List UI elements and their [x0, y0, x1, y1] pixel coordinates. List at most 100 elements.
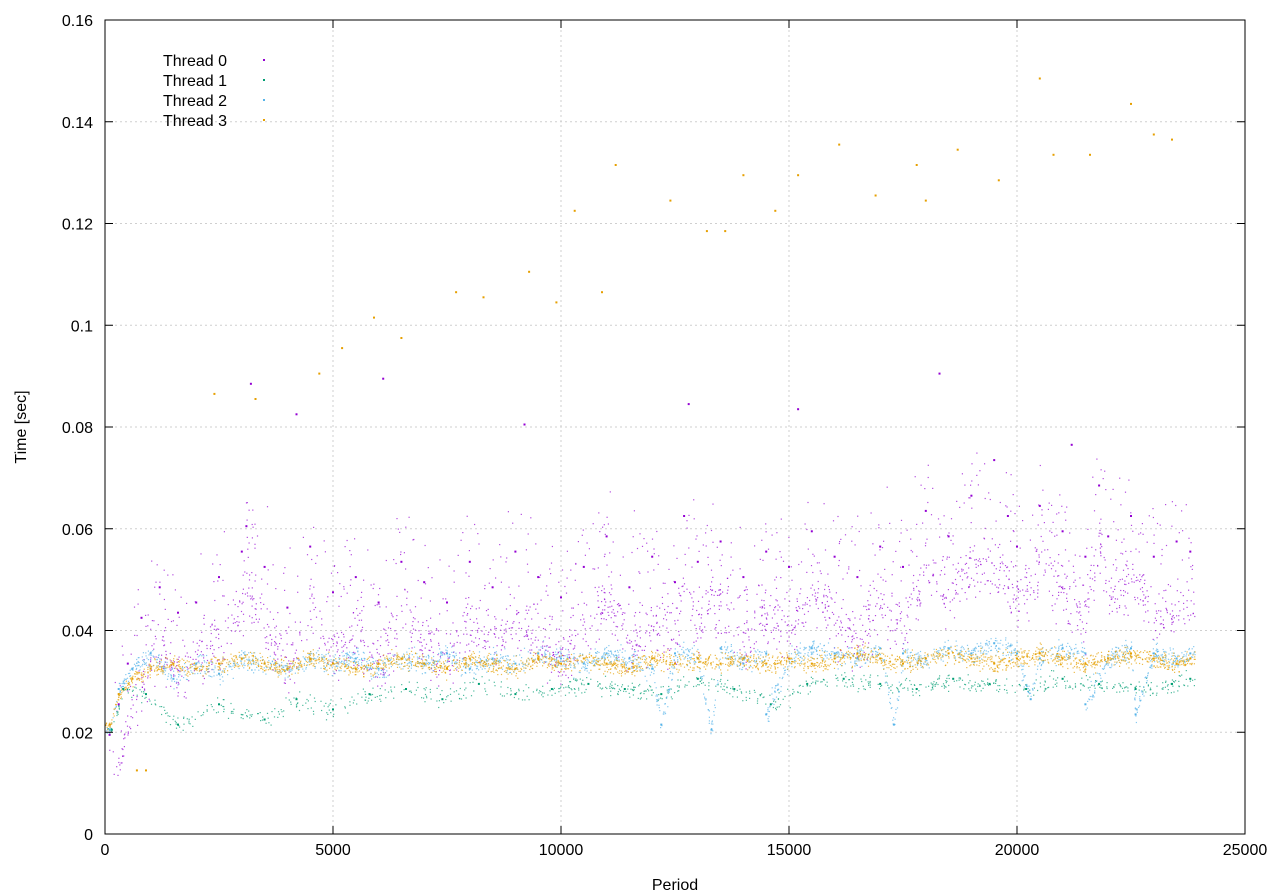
cloud-point [677, 660, 679, 662]
cloud-point [851, 667, 853, 669]
cloud-point [420, 597, 422, 599]
cloud-point [675, 607, 677, 609]
cloud-point [958, 570, 960, 572]
cloud-point [417, 621, 419, 623]
cloud-point [1171, 679, 1173, 681]
cloud-point [890, 686, 892, 688]
cloud-point [1114, 684, 1116, 686]
cloud-point [346, 592, 348, 594]
cloud-point [527, 651, 529, 653]
cloud-point [968, 688, 970, 690]
cloud-point [372, 687, 374, 689]
cloud-point [588, 548, 590, 550]
cloud-point [1085, 631, 1087, 633]
cloud-point [380, 694, 382, 696]
cloud-point [480, 666, 482, 668]
cloud-point [809, 648, 811, 650]
cloud-point [396, 638, 398, 640]
cloud-point [965, 555, 967, 557]
cloud-point [1034, 598, 1036, 600]
cloud-point [277, 658, 279, 660]
cloud-point [667, 593, 669, 595]
cloud-point [899, 685, 901, 687]
cloud-point [808, 655, 810, 657]
cloud-point [718, 619, 720, 622]
cloud-point [837, 655, 840, 657]
cloud-point [523, 664, 525, 666]
cloud-point [1181, 559, 1183, 561]
cloud-point [761, 661, 763, 663]
cloud-point [601, 688, 603, 690]
cloud-point [143, 660, 145, 662]
cloud-point [259, 597, 261, 599]
cloud-point [1149, 660, 1151, 662]
cloud-point [286, 632, 288, 634]
cloud-point [607, 611, 609, 613]
cloud-point [582, 638, 584, 640]
cloud-point [288, 699, 290, 701]
cloud-point [471, 659, 473, 661]
cloud-point [428, 630, 430, 632]
cloud-point [1141, 523, 1143, 525]
cloud-point [848, 566, 850, 568]
cloud-point [1029, 689, 1031, 691]
cloud-point [430, 679, 432, 681]
cloud-point [428, 633, 430, 635]
cloud-point [932, 559, 934, 561]
cloud-point [695, 640, 697, 642]
cloud-point [693, 518, 695, 520]
cloud-point [1066, 597, 1068, 599]
cloud-point [377, 685, 379, 687]
cloud-point [488, 679, 490, 681]
cloud-point [1087, 598, 1089, 600]
cloud-point [157, 624, 159, 626]
cloud-point [1086, 622, 1088, 624]
cloud-point [615, 658, 617, 660]
cloud-point [344, 644, 346, 646]
cloud-point [890, 610, 892, 612]
cloud-point [1118, 682, 1120, 685]
cloud-point [968, 567, 970, 569]
cloud-point [337, 572, 339, 574]
cloud-point [603, 653, 605, 655]
cloud-point [357, 599, 359, 602]
cloud-point [776, 706, 778, 708]
cloud-point [132, 694, 135, 696]
cloud-point [934, 685, 936, 687]
cloud-point [177, 692, 179, 694]
cloud-point [573, 665, 575, 667]
cloud-point [343, 636, 345, 638]
cloud-point [416, 653, 418, 655]
cloud-point [465, 621, 467, 623]
cloud-point [421, 673, 423, 675]
cloud-point [1114, 585, 1116, 587]
cloud-point [548, 646, 550, 648]
cloud-point [609, 601, 611, 603]
cloud-point [651, 689, 653, 691]
cloud-point [582, 666, 584, 668]
cloud-point [638, 663, 640, 665]
cloud-point [573, 647, 576, 649]
cloud-point [353, 699, 355, 701]
cloud-point [163, 644, 166, 646]
cloud-point [281, 661, 283, 664]
cloud-point [353, 664, 355, 666]
cloud-point [353, 658, 355, 660]
cloud-point [248, 658, 250, 660]
cloud-point [388, 641, 390, 643]
cloud-point [234, 604, 236, 606]
cloud-point [686, 653, 688, 655]
cloud-point [257, 662, 259, 664]
cloud-point [553, 656, 556, 658]
cloud-point [877, 651, 879, 653]
cloud-point [449, 688, 452, 690]
cloud-point [778, 706, 780, 708]
cloud-point [943, 684, 945, 687]
cloud-point [582, 679, 584, 681]
cloud-point [1080, 683, 1082, 685]
cloud-point [632, 590, 634, 592]
cloud-point [963, 502, 965, 504]
cloud-point [170, 676, 172, 679]
cloud-point [597, 685, 599, 687]
cloud-point [525, 635, 527, 637]
